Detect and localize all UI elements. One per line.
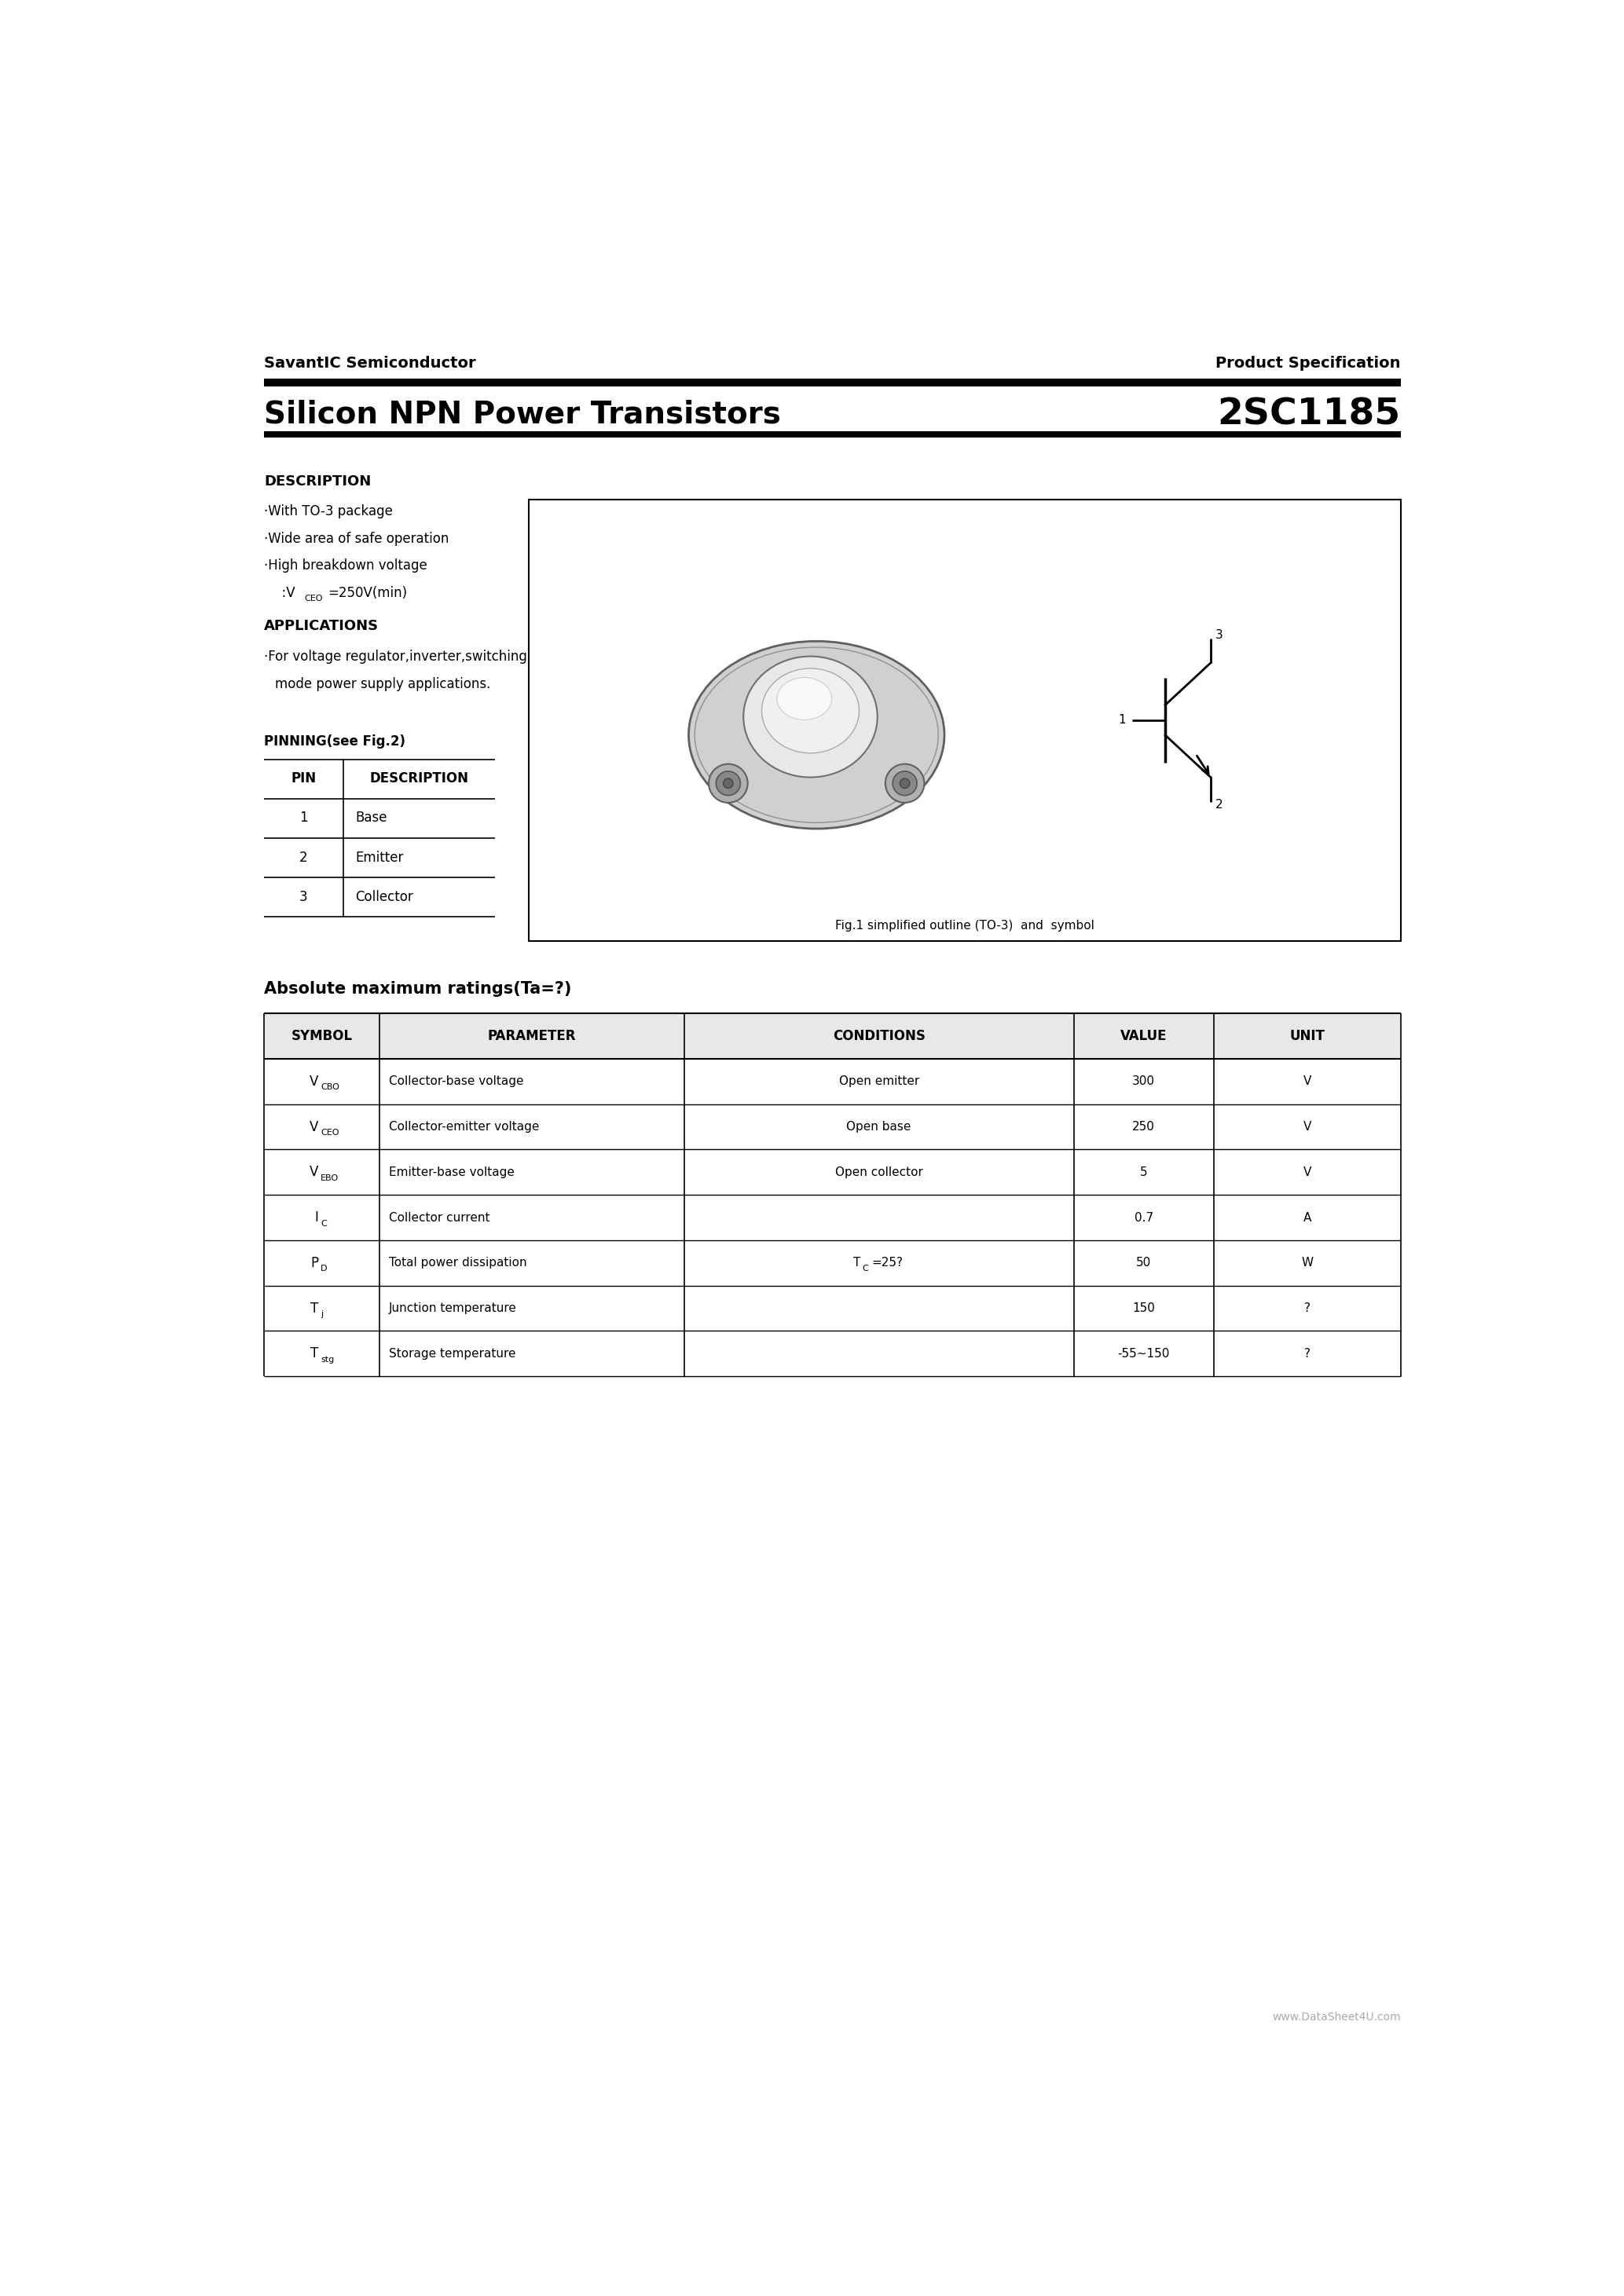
Text: CONDITIONS: CONDITIONS — [833, 1029, 926, 1042]
Text: ?: ? — [1304, 1302, 1311, 1313]
Text: A: A — [1302, 1212, 1311, 1224]
Text: T: T — [853, 1256, 861, 1270]
Text: 2: 2 — [1215, 799, 1223, 810]
Ellipse shape — [744, 657, 877, 778]
Text: APPLICATIONS: APPLICATIONS — [263, 620, 378, 634]
Text: -55~150: -55~150 — [1117, 1348, 1169, 1359]
Text: D: D — [320, 1265, 326, 1272]
Text: V: V — [1302, 1120, 1311, 1132]
Bar — [529, 498, 1402, 941]
Text: T: T — [310, 1302, 318, 1316]
Text: Open base: Open base — [846, 1120, 911, 1132]
Text: Collector-emitter voltage: Collector-emitter voltage — [388, 1120, 539, 1132]
Text: PIN: PIN — [291, 771, 317, 785]
Text: V: V — [1302, 1075, 1311, 1088]
Text: 150: 150 — [1132, 1302, 1155, 1313]
Text: Base: Base — [356, 810, 387, 824]
Bar — [263, 1013, 1402, 1058]
Text: Open emitter: Open emitter — [838, 1075, 919, 1088]
Text: PARAMETER: PARAMETER — [487, 1029, 577, 1042]
Ellipse shape — [762, 668, 859, 753]
Text: V: V — [310, 1164, 318, 1180]
Circle shape — [723, 778, 732, 788]
Text: 300: 300 — [1132, 1075, 1155, 1088]
Text: Open collector: Open collector — [835, 1166, 922, 1178]
Text: Fig.1 simplified outline (TO-3)  and  symbol: Fig.1 simplified outline (TO-3) and symb… — [835, 921, 1095, 932]
Text: www.DataSheet4U.com: www.DataSheet4U.com — [1272, 2011, 1402, 2023]
Text: =25?: =25? — [872, 1256, 903, 1270]
Circle shape — [716, 771, 741, 794]
Text: Absolute maximum ratings(Ta=?): Absolute maximum ratings(Ta=?) — [263, 980, 572, 996]
Text: ·High breakdown voltage: ·High breakdown voltage — [263, 558, 427, 574]
Text: 2: 2 — [299, 850, 307, 863]
Text: VALUE: VALUE — [1121, 1029, 1168, 1042]
Text: Collector current: Collector current — [388, 1212, 490, 1224]
Text: C: C — [320, 1219, 326, 1228]
Text: DESCRIPTION: DESCRIPTION — [263, 473, 370, 489]
Text: Collector: Collector — [356, 889, 412, 905]
Circle shape — [708, 765, 747, 804]
Text: SavantIC Semiconductor: SavantIC Semiconductor — [263, 356, 476, 370]
Text: SYMBOL: SYMBOL — [291, 1029, 352, 1042]
Text: ?: ? — [1304, 1348, 1311, 1359]
Ellipse shape — [689, 641, 945, 829]
Text: ·For voltage regulator,inverter,switching: ·For voltage regulator,inverter,switchin… — [263, 650, 528, 664]
Text: 1: 1 — [299, 810, 307, 824]
Text: =250V(min): =250V(min) — [328, 585, 408, 599]
Text: 2SC1185: 2SC1185 — [1218, 397, 1402, 432]
Text: 0.7: 0.7 — [1134, 1212, 1153, 1224]
Text: V: V — [310, 1075, 318, 1088]
Circle shape — [885, 765, 924, 804]
Ellipse shape — [776, 677, 831, 721]
Text: 1: 1 — [1119, 714, 1125, 726]
Text: EBO: EBO — [320, 1173, 339, 1182]
Text: Product Specification: Product Specification — [1216, 356, 1402, 370]
Text: C: C — [862, 1265, 867, 1272]
Text: 250: 250 — [1132, 1120, 1155, 1132]
Text: V: V — [310, 1120, 318, 1134]
Text: Emitter-base voltage: Emitter-base voltage — [388, 1166, 515, 1178]
Text: Junction temperature: Junction temperature — [388, 1302, 516, 1313]
Text: :V: :V — [273, 585, 294, 599]
Text: j: j — [320, 1311, 323, 1318]
Text: 50: 50 — [1137, 1256, 1151, 1270]
Text: Total power dissipation: Total power dissipation — [388, 1256, 526, 1270]
Text: 3: 3 — [1215, 629, 1223, 641]
Text: UNIT: UNIT — [1289, 1029, 1325, 1042]
Text: mode power supply applications.: mode power supply applications. — [274, 677, 490, 691]
Text: T: T — [310, 1345, 318, 1362]
Text: V: V — [1302, 1166, 1311, 1178]
Text: I: I — [315, 1210, 318, 1224]
Text: Storage temperature: Storage temperature — [388, 1348, 515, 1359]
Text: P: P — [310, 1256, 318, 1270]
Text: 5: 5 — [1140, 1166, 1148, 1178]
Text: ·Wide area of safe operation: ·Wide area of safe operation — [263, 533, 448, 546]
Text: Emitter: Emitter — [356, 850, 403, 863]
Circle shape — [900, 778, 909, 788]
Text: ·With TO-3 package: ·With TO-3 package — [263, 505, 393, 519]
Text: PINNING(see Fig.2): PINNING(see Fig.2) — [263, 735, 406, 748]
Text: 3: 3 — [299, 889, 307, 905]
Text: DESCRIPTION: DESCRIPTION — [370, 771, 469, 785]
Bar — [263, 432, 1402, 439]
Text: CEO: CEO — [320, 1130, 339, 1137]
Text: W: W — [1301, 1256, 1314, 1270]
Text: stg: stg — [320, 1355, 335, 1364]
Bar — [263, 379, 1402, 386]
Text: Collector-base voltage: Collector-base voltage — [388, 1075, 523, 1088]
Text: Silicon NPN Power Transistors: Silicon NPN Power Transistors — [263, 400, 781, 429]
Circle shape — [893, 771, 918, 794]
Text: CEO: CEO — [305, 595, 323, 602]
Text: CBO: CBO — [320, 1084, 339, 1091]
